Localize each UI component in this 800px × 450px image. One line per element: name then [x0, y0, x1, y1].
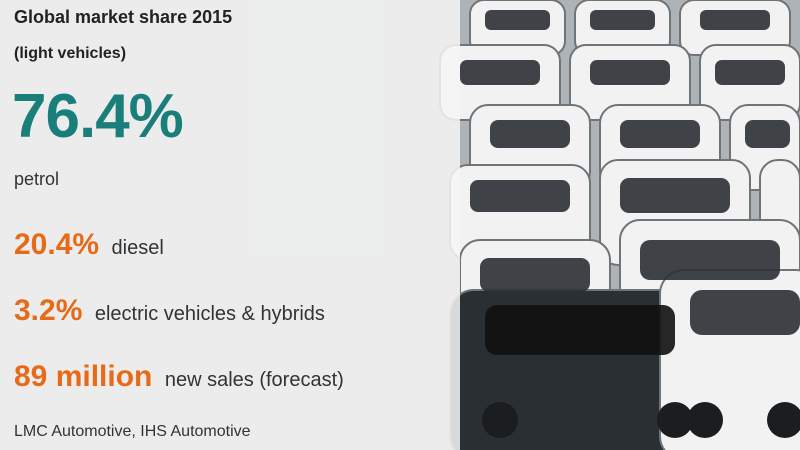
- chart-title: Global market share 2015: [14, 7, 233, 27]
- petrol-share-value: 76.4%: [12, 82, 184, 151]
- petrol-label: petrol: [14, 169, 60, 189]
- diesel-stat: 20.4% diesel: [14, 228, 164, 267]
- ev-hybrid-label: electric vehicles & hybrids: [94, 303, 325, 325]
- source-credit: LMC Automotive, IHS Automotive: [14, 423, 251, 440]
- ev-hybrid-share-value: 3.2%: [14, 294, 83, 327]
- info-panel: Global market share 2015 (light vehicles…: [0, 0, 460, 450]
- ev-hybrid-stat: 3.2% electric vehicles & hybrids: [14, 294, 325, 333]
- new-sales-value: 89 million: [14, 360, 153, 393]
- new-sales-stat: 89 million new sales (forecast): [14, 360, 344, 399]
- diesel-share-value: 20.4%: [14, 228, 100, 261]
- chart-subtitle: (light vehicles): [14, 45, 127, 62]
- new-sales-label: new sales (forecast): [164, 369, 344, 391]
- diesel-label: diesel: [111, 237, 164, 259]
